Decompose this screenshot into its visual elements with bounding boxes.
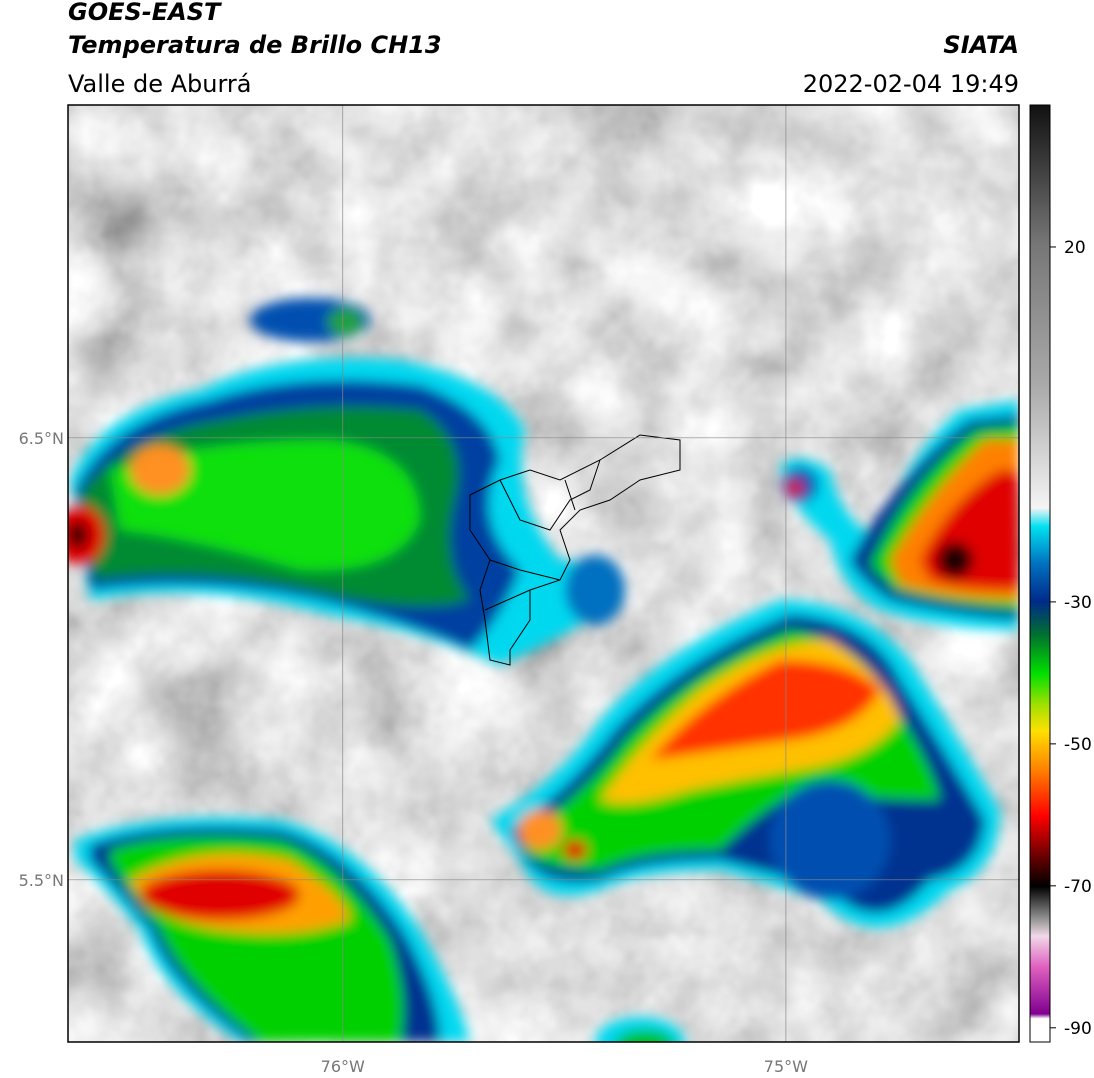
colorbar-tick-label: -70 [1064, 877, 1092, 897]
colorbar-tick-label: -90 [1064, 1019, 1092, 1039]
lat-tick-label: 5.5°N [19, 871, 64, 890]
region: Valle de Aburrá [68, 70, 252, 98]
graticule: 6.5°N 5.5°N 76°W 75°W [19, 105, 1019, 1076]
lon-tick-label: 76°W [321, 1057, 365, 1076]
subtitle: Temperatura de Brillo CH13 [68, 31, 442, 59]
source: SIATA [943, 31, 1019, 59]
datetime: 2022-02-04 19:49 [803, 70, 1019, 98]
municipal-boundaries [469, 434, 681, 666]
map-frame [67, 104, 1020, 1043]
map-field [68, 105, 1019, 1042]
colorbar [1029, 104, 1051, 1043]
colorbar-tick-label: -50 [1064, 735, 1092, 755]
title: GOES-EAST [68, 0, 222, 26]
colorbar-tick-label: 20 [1064, 238, 1086, 258]
lon-tick-label: 75°W [764, 1057, 808, 1076]
convective-cells [68, 298, 1019, 1042]
colorbar-tick-label: -30 [1064, 593, 1092, 613]
lat-tick-label: 6.5°N [19, 429, 64, 448]
colorbar-ticks: 20 -30 -50 -70 -90 [1050, 238, 1092, 1039]
